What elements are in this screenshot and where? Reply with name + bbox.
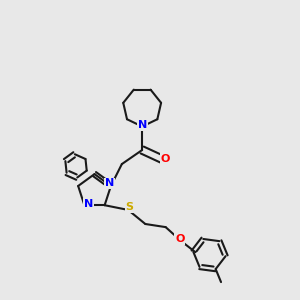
Text: N: N <box>138 120 147 130</box>
Text: S: S <box>126 202 134 212</box>
Text: O: O <box>161 154 170 164</box>
Text: N: N <box>83 199 93 209</box>
Text: O: O <box>175 234 184 244</box>
Text: N: N <box>105 178 114 188</box>
